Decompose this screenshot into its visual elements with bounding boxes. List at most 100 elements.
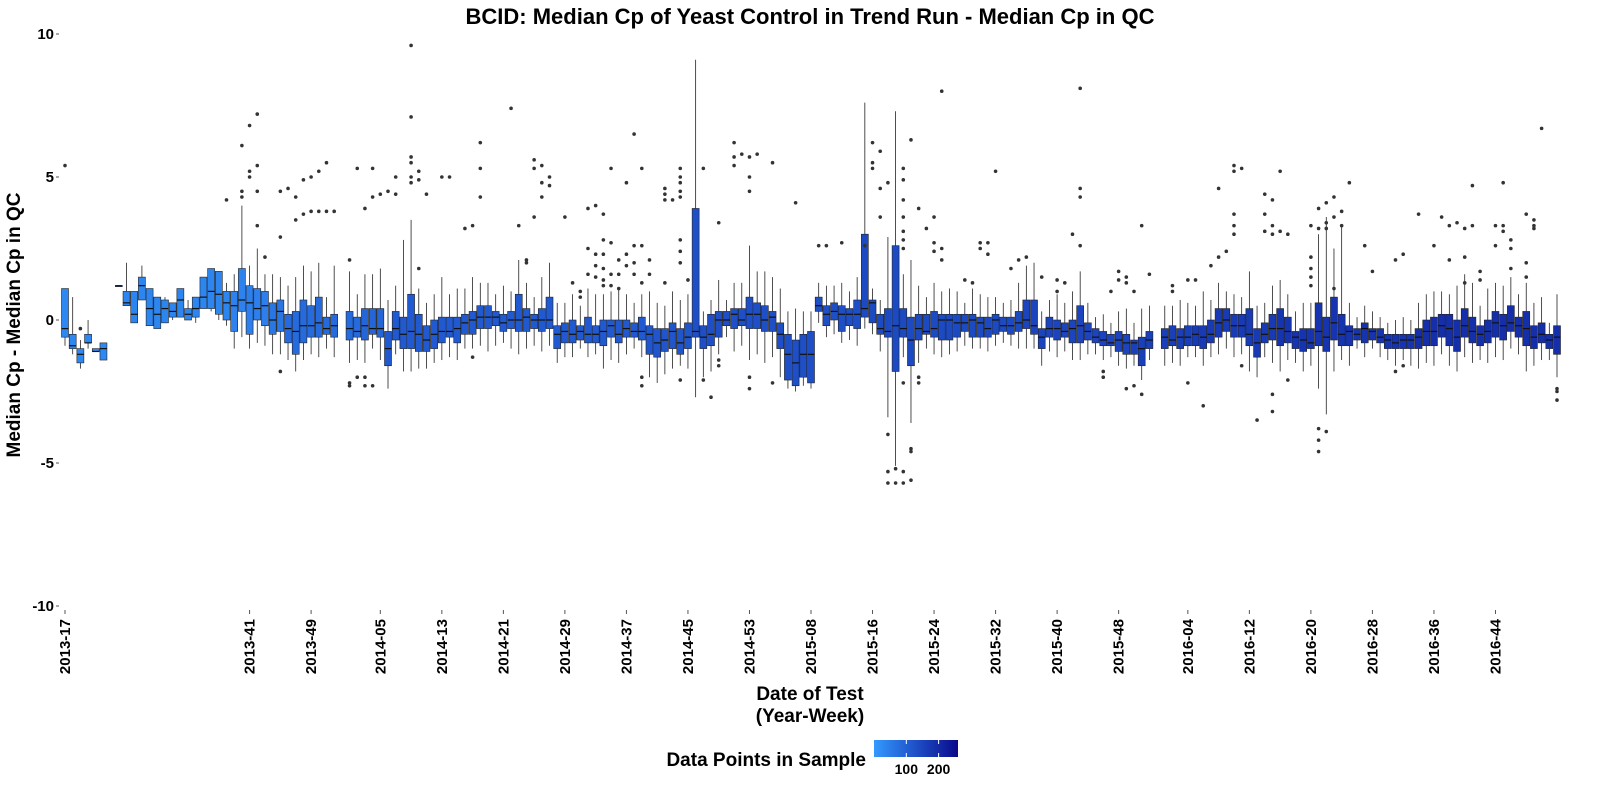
outlier-point	[324, 209, 329, 214]
outlier-point	[701, 378, 706, 382]
box-body	[1507, 305, 1515, 332]
box-body	[438, 316, 446, 344]
outlier-point	[678, 238, 683, 242]
outlier-point	[301, 212, 306, 216]
outlier-point	[939, 258, 944, 262]
x-tick-label: 2016-36	[1426, 619, 1443, 674]
outlier-point	[370, 383, 375, 388]
outlier-point	[1309, 275, 1313, 279]
outlier-point	[978, 246, 982, 251]
outlier-point	[1493, 223, 1498, 228]
box-body	[1184, 325, 1192, 347]
box-body	[730, 308, 738, 329]
outlier-point	[816, 243, 821, 248]
outlier-point	[1070, 232, 1075, 236]
box-body	[1260, 322, 1269, 344]
outlier-point	[640, 243, 644, 248]
outlier-point	[1462, 281, 1467, 285]
box-body	[268, 302, 277, 335]
outlier-point	[1116, 278, 1121, 282]
box-body	[684, 322, 692, 349]
y-tick-label: 10	[37, 26, 54, 43]
outlier-point	[532, 158, 536, 162]
outlier-point	[409, 155, 413, 159]
outlier-point	[793, 200, 798, 205]
x-tick-label: 2014-13	[434, 619, 451, 674]
legend-tick-label: 100	[895, 761, 919, 777]
outlier-point	[1132, 383, 1136, 388]
x-tick-label: 2015-40	[1049, 619, 1066, 674]
box-body	[953, 313, 961, 338]
outlier-point	[932, 240, 936, 245]
outlier-point	[463, 226, 467, 231]
outlier-point	[1055, 289, 1059, 294]
box-body	[638, 316, 646, 341]
box-body	[1276, 308, 1284, 347]
box-body	[584, 316, 592, 344]
outlier-point	[1524, 212, 1529, 216]
outlier-point	[78, 326, 83, 331]
outlier-point	[886, 469, 890, 474]
outlier-point	[640, 383, 644, 388]
box-body	[361, 308, 369, 341]
outlier-point	[347, 381, 352, 385]
outlier-point	[878, 186, 883, 191]
outlier-point	[393, 175, 398, 179]
outlier-point	[916, 381, 921, 385]
box-body	[1468, 316, 1477, 344]
box-body	[1453, 319, 1461, 352]
outlier-point	[970, 281, 975, 285]
outlier-point	[1124, 281, 1129, 285]
outlier-point	[278, 235, 283, 239]
outlier-point	[939, 246, 944, 251]
box-body	[61, 288, 69, 338]
outlier-point	[878, 149, 883, 154]
box-body	[491, 311, 500, 327]
outlier-point	[1478, 269, 1482, 274]
box-body	[1337, 313, 1346, 347]
outlier-point	[716, 220, 721, 225]
x-tick-label: 2016-04	[1180, 618, 1197, 674]
box-body	[1445, 313, 1454, 347]
outlier-point	[901, 215, 906, 219]
box-body	[153, 296, 162, 329]
box-body	[1045, 316, 1054, 338]
outlier-point	[1478, 278, 1482, 282]
outlier-point	[1009, 266, 1013, 271]
outlier-point	[1532, 226, 1536, 231]
outlier-point	[1501, 223, 1505, 228]
x-tick-label: 2014-29	[557, 619, 574, 674]
outlier-point	[240, 189, 244, 194]
outlier-point	[870, 166, 875, 171]
box-body	[1014, 311, 1023, 332]
box-body	[1545, 333, 1554, 349]
outlier-point	[309, 209, 313, 214]
chart-title: BCID: Median Cp of Yeast Control in Tren…	[466, 4, 1155, 29]
outlier-point	[1362, 243, 1367, 248]
outlier-point	[278, 189, 283, 194]
box-body	[468, 311, 477, 335]
outlier-point	[255, 112, 260, 116]
outlier-point	[732, 163, 736, 168]
outlier-point	[616, 258, 621, 262]
outlier-point	[1239, 363, 1244, 368]
box-body	[368, 308, 377, 335]
outlier-point	[532, 166, 536, 171]
outlier-point	[409, 175, 413, 179]
outlier-point	[1078, 243, 1082, 248]
box-body	[576, 325, 585, 341]
outlier-point	[1339, 209, 1344, 214]
outlier-point	[370, 195, 375, 199]
legend-title: Data Points in Sample	[666, 750, 866, 771]
outlier-point	[1324, 220, 1329, 225]
outlier-point	[609, 283, 613, 288]
outlier-point	[755, 152, 759, 156]
outlier-point	[1555, 386, 1559, 391]
outlier-point	[1024, 255, 1029, 259]
box-body	[1330, 296, 1338, 341]
outlier-point	[632, 272, 636, 277]
outlier-point	[1501, 180, 1505, 185]
outlier-point	[663, 192, 667, 196]
box-body	[230, 291, 238, 332]
box-body	[1168, 325, 1177, 347]
